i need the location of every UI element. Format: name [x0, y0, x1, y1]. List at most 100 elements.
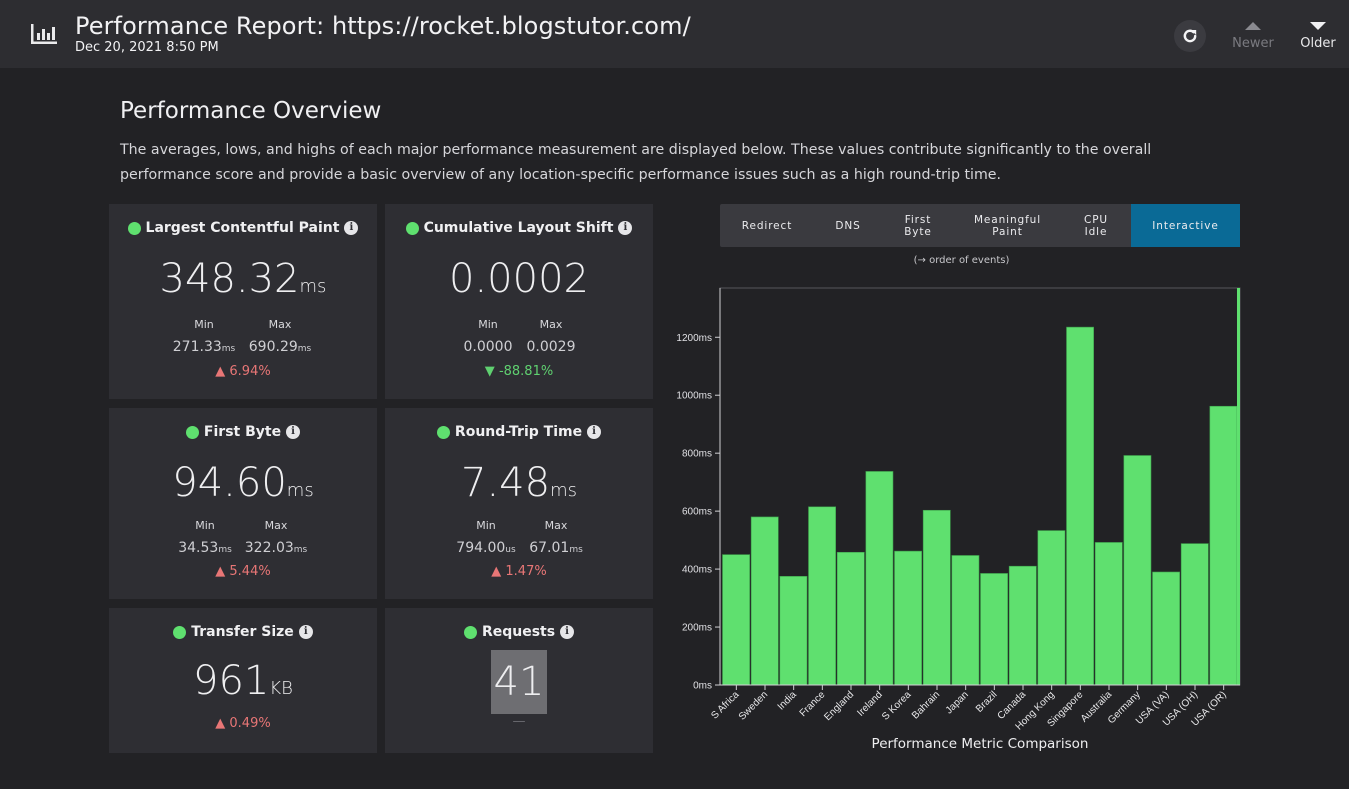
- min-label: Min: [478, 318, 498, 331]
- card-value: 0.0002: [385, 256, 653, 302]
- min-block: Min 794.00us: [441, 519, 531, 556]
- card-header: Largest Contentful Paint i: [109, 220, 377, 236]
- info-icon[interactable]: i: [298, 625, 313, 639]
- card-value: 961KB: [109, 658, 377, 704]
- tab-redirect[interactable]: Redirect: [741, 219, 793, 232]
- max-value: 322.03ms: [244, 540, 308, 556]
- card-value: 94.60ms: [109, 460, 377, 506]
- max-value: 690.29ms: [248, 339, 312, 355]
- x-tick-label: India: [776, 689, 799, 712]
- bar: [951, 555, 980, 686]
- min-value: 271.33ms: [172, 339, 236, 355]
- max-block: Max 690.29ms: [235, 318, 325, 355]
- value-number: 41: [490, 650, 548, 714]
- card-header: Transfer Size i: [109, 624, 377, 640]
- page-title: Performance Report: https://rocket.blogs…: [75, 12, 691, 40]
- y-tick-label: 600ms: [682, 507, 712, 518]
- bar-chart-logo-icon: [31, 24, 57, 44]
- tab-first-byte[interactable]: First Byte: [904, 213, 932, 238]
- card-title: Transfer Size: [191, 624, 294, 640]
- min-value: 794.00us: [456, 540, 516, 556]
- older-button[interactable]: Older: [1288, 17, 1348, 61]
- min-label: Min: [476, 519, 496, 532]
- y-tick-label: 200ms: [682, 623, 712, 634]
- metric-tabs: Redirect DNS First Byte Meaningful Paint…: [720, 204, 1240, 247]
- value-number: 7.48: [461, 460, 551, 506]
- newer-label: Newer: [1232, 36, 1274, 51]
- selection-edge: [1237, 288, 1240, 685]
- card-value: 348.32ms: [109, 256, 377, 302]
- refresh-icon: [1183, 29, 1197, 43]
- bar: [779, 576, 808, 686]
- max-value: 0.0029: [526, 339, 576, 355]
- min-label: Min: [194, 318, 214, 331]
- card-title: Cumulative Layout Shift: [423, 220, 614, 236]
- delta-badge: ▲ 1.47%: [491, 564, 547, 579]
- bar: [808, 506, 836, 686]
- min-block: Min 271.33ms: [159, 318, 249, 355]
- bar: [1037, 530, 1066, 686]
- value-unit: ms: [286, 480, 314, 501]
- overview-title: Performance Overview: [120, 98, 382, 124]
- info-icon[interactable]: i: [587, 425, 602, 439]
- x-tick-label: S Korea: [880, 689, 914, 723]
- tab-dns[interactable]: DNS: [835, 219, 861, 232]
- delta-badge: —: [512, 714, 526, 729]
- card-requests: Requests i 41 —: [385, 608, 653, 753]
- value-unit: KB: [269, 678, 293, 699]
- card-title: First Byte: [203, 424, 282, 440]
- max-label: Max: [264, 519, 288, 532]
- tab-cpu-idle[interactable]: CPU Idle: [1083, 213, 1109, 238]
- bar: [1094, 542, 1123, 686]
- card-header: Cumulative Layout Shift i: [385, 220, 653, 236]
- bar: [722, 554, 750, 686]
- card-value: 41: [385, 650, 653, 714]
- value-unit: ms: [299, 276, 327, 297]
- min-value: 34.53ms: [178, 540, 232, 556]
- max-block: Max 67.01ms: [511, 519, 601, 556]
- x-tick-label: Sweden: [737, 689, 770, 722]
- max-label: Max: [544, 519, 568, 532]
- bar: [1066, 326, 1094, 686]
- info-icon[interactable]: i: [560, 625, 575, 639]
- info-icon[interactable]: i: [286, 425, 301, 439]
- refresh-button[interactable]: [1174, 20, 1206, 52]
- value-number: 0.0002: [449, 256, 589, 302]
- delta-badge: ▲ 0.49%: [215, 716, 271, 731]
- max-label: Max: [268, 318, 292, 331]
- min-block: Min 0.0000: [443, 318, 533, 355]
- caret-up-icon: [1245, 22, 1261, 30]
- performance-bar-chart: 0ms 200ms 400ms 600ms 800ms 1000ms 1200ms S Afr…: [676, 287, 1241, 752]
- bar: [865, 471, 894, 686]
- card-transfer-size: Transfer Size i 961KB ▲ 0.49%: [109, 608, 377, 753]
- card-title: Largest Contentful Paint: [145, 220, 340, 236]
- y-tick-label: 1200ms: [676, 333, 712, 344]
- tab-interactive[interactable]: Interactive: [1131, 204, 1240, 247]
- card-header: First Byte i: [109, 424, 377, 440]
- x-axis-title: Performance Metric Comparison: [872, 736, 1089, 752]
- delta-badge: ▲ 5.44%: [215, 564, 271, 579]
- y-tick-label: 400ms: [682, 565, 712, 576]
- delta-badge: ▲ 6.94%: [215, 364, 271, 379]
- y-tick-label: 1000ms: [676, 391, 712, 402]
- status-dot-icon: [405, 221, 419, 235]
- overview-description: The averages, lows, and highs of each ma…: [120, 142, 1152, 183]
- card-round-trip-time: Round-Trip Time i 7.48ms Min 794.00us Ma…: [385, 408, 653, 599]
- bar: [1123, 455, 1152, 686]
- bar: [1209, 405, 1238, 686]
- max-block: Max 322.03ms: [231, 519, 321, 556]
- card-title: Requests: [481, 624, 556, 640]
- info-icon[interactable]: i: [344, 221, 359, 235]
- tab-meaningful-paint[interactable]: Meaningful Paint: [973, 213, 1042, 238]
- x-tick-label: Bahrain: [910, 689, 942, 721]
- newer-button[interactable]: Newer: [1223, 17, 1283, 61]
- y-tick-label: 800ms: [682, 449, 712, 460]
- min-label: Min: [195, 519, 215, 532]
- card-largest-contentful-paint: Largest Contentful Paint i 348.32ms Min …: [109, 204, 377, 399]
- min-block: Min 34.53ms: [160, 519, 250, 556]
- x-tick-label: Brazil: [974, 689, 999, 714]
- info-icon[interactable]: i: [618, 221, 633, 235]
- status-dot-icon: [173, 625, 187, 639]
- report-date: Dec 20, 2021 8:50 PM: [75, 40, 219, 55]
- bar: [980, 573, 1008, 686]
